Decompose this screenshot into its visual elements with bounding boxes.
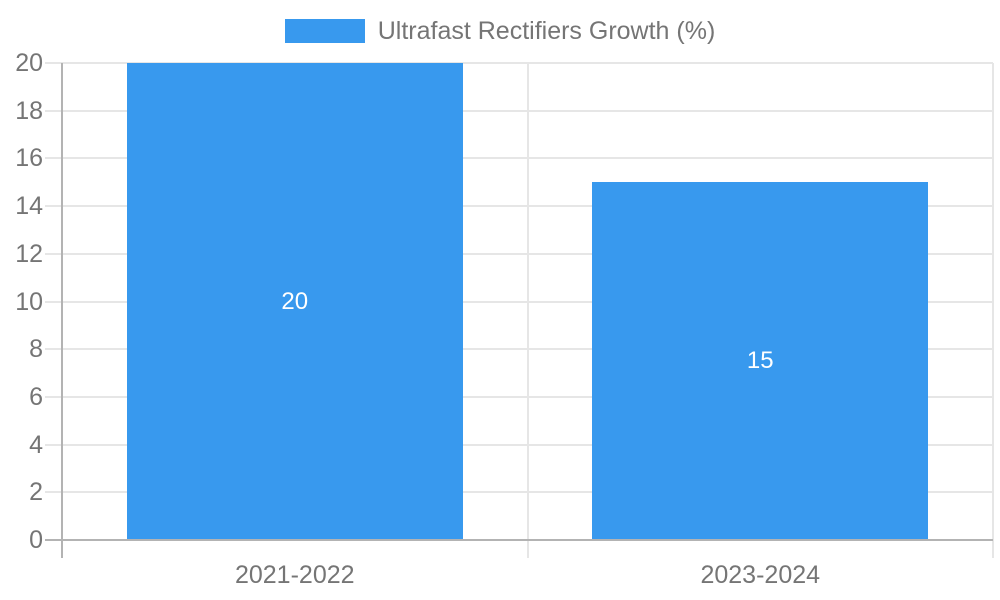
y-gridline [45, 300, 993, 303]
y-axis-tick-label: 14 [15, 192, 43, 221]
y-axis-tick-label: 0 [29, 526, 43, 554]
y-axis-tick-label: 20 [15, 49, 43, 77]
y-axis-tick-label: 18 [15, 96, 43, 125]
y-axis-tick-label: 12 [15, 239, 43, 268]
y-gridline [45, 252, 993, 255]
y-gridline [45, 348, 993, 351]
y-axis-line [61, 63, 63, 558]
category-separator-line [526, 63, 529, 558]
x-axis-baseline [45, 539, 993, 541]
y-gridline [45, 62, 993, 64]
y-gridline [45, 205, 993, 208]
category-separator-line [992, 63, 994, 558]
x-axis-label: 2021-2022 [234, 561, 355, 589]
y-gridline [45, 491, 993, 494]
y-axis-tick-label: 4 [29, 430, 43, 459]
y-gridline [45, 157, 993, 160]
y-axis-tick-label: 10 [15, 287, 43, 316]
bar[interactable] [126, 63, 463, 540]
y-axis-tick-label: 2 [29, 478, 43, 507]
bar[interactable] [592, 182, 929, 540]
y-axis-tick-label: 16 [15, 144, 43, 173]
y-axis-tick-label: 6 [29, 382, 43, 411]
bar-value-label: 20 [281, 287, 309, 315]
bar-value-label: 15 [746, 347, 774, 375]
x-axis-label: 2023-2024 [700, 561, 821, 589]
legend-swatch [284, 19, 365, 43]
y-gridline [45, 395, 993, 398]
y-gridline [45, 443, 993, 446]
y-gridline [45, 109, 993, 112]
y-axis-tick-label: 8 [29, 335, 43, 364]
legend[interactable]: Ultrafast Rectifiers Growth (%) [0, 18, 1000, 44]
legend-label: Ultrafast Rectifiers Growth (%) [377, 17, 716, 45]
